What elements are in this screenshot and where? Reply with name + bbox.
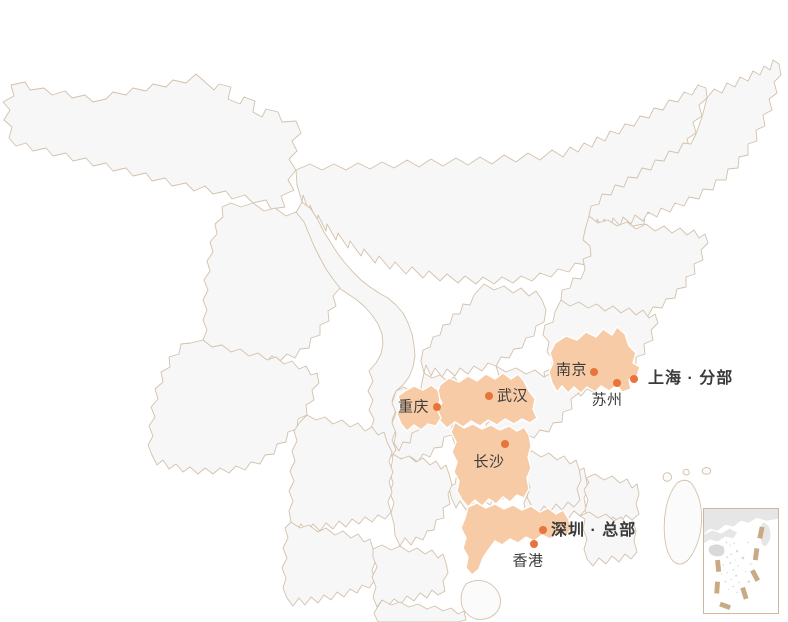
province-guangdong-highlight[interactable] xyxy=(460,502,573,576)
inset-svg xyxy=(704,509,778,613)
inset-dash-3 xyxy=(750,569,760,582)
marker-dot-suzhou[interactable] xyxy=(613,379,621,387)
islet-penghu xyxy=(662,472,673,482)
inset-dash-4 xyxy=(740,586,749,600)
marker-dot-shenzhen[interactable] xyxy=(539,526,547,534)
city-label-shenzhen[interactable]: 深圳 · 总部 xyxy=(551,522,637,539)
inset-hainan xyxy=(708,544,725,557)
city-label-chongqing[interactable]: 重庆 xyxy=(397,398,429,416)
inset-mainland xyxy=(704,509,778,534)
marker-dot-hongkong[interactable] xyxy=(530,540,538,548)
inset-dash-6 xyxy=(715,559,722,572)
province-fujian[interactable] xyxy=(579,511,638,567)
islet-east-2 xyxy=(701,467,712,475)
province-anhui[interactable] xyxy=(522,450,582,515)
inset-dash-5 xyxy=(719,601,731,610)
inset-dash-2 xyxy=(752,548,760,561)
inset-dash-7 xyxy=(714,581,720,594)
city-label-suzhou[interactable]: 苏州 xyxy=(591,391,623,409)
marker-dot-wuhan[interactable] xyxy=(485,392,493,400)
city-label-wuhan[interactable]: 武汉 xyxy=(497,387,529,405)
province-zhejiang[interactable] xyxy=(583,473,640,528)
inset-island-dots xyxy=(720,541,752,594)
marker-dot-changsha[interactable] xyxy=(501,440,509,448)
province-jiangsu-highlight[interactable] xyxy=(548,326,641,394)
province-sichuan[interactable] xyxy=(288,414,394,533)
marker-dot-chongqing[interactable] xyxy=(433,403,441,411)
marker-dot-shanghai[interactable] xyxy=(630,375,638,383)
inset-coast-strip xyxy=(704,528,738,544)
islet-east-1 xyxy=(682,468,690,476)
province-guangxi[interactable] xyxy=(373,599,467,622)
inset-dash-1 xyxy=(757,526,765,539)
province-xinjiang[interactable] xyxy=(2,73,302,210)
city-label-shanghai[interactable]: 上海 · 分部 xyxy=(648,370,734,387)
city-label-nanjing[interactable]: 南京 xyxy=(555,361,587,379)
province-hubei-highlight[interactable] xyxy=(436,372,538,429)
base-provinces-group xyxy=(2,59,782,622)
island-taiwan[interactable] xyxy=(663,479,703,565)
province-shaanxi[interactable] xyxy=(389,453,453,547)
province-chongqing-highlight[interactable] xyxy=(396,384,442,432)
city-label-changsha[interactable]: 长沙 xyxy=(473,453,505,471)
province-hebei[interactable] xyxy=(420,283,547,378)
south-china-sea-inset[interactable] xyxy=(703,508,779,614)
province-yunnan[interactable] xyxy=(281,521,377,607)
island-hainan[interactable] xyxy=(460,579,501,620)
marker-dot-nanjing[interactable] xyxy=(590,368,598,376)
highlighted-provinces-group xyxy=(396,326,641,576)
city-label-hongkong[interactable]: 香港 xyxy=(512,552,544,570)
province-guizhou[interactable] xyxy=(371,544,449,608)
province-jilin[interactable] xyxy=(560,215,709,327)
province-tibet[interactable] xyxy=(147,339,320,475)
province-hunan-highlight[interactable] xyxy=(450,421,532,508)
province-heilongjiang[interactable] xyxy=(588,59,782,230)
